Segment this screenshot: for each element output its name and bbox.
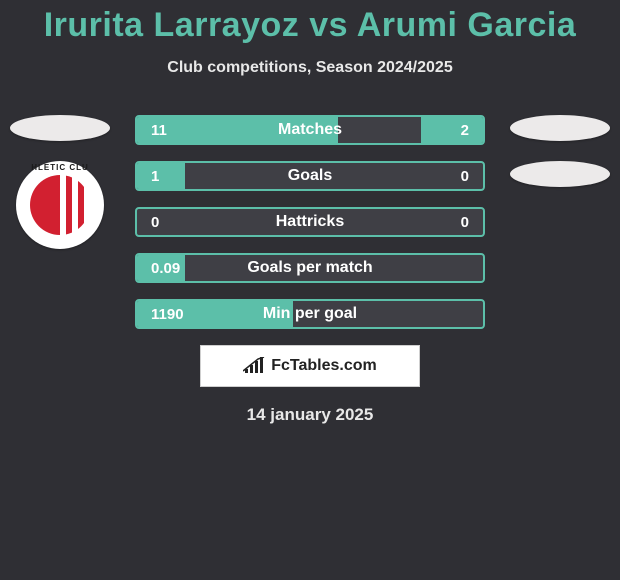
- stats-table: 11Matches21Goals00Hattricks00.09Goals pe…: [135, 115, 485, 329]
- badge-half-white: [60, 175, 90, 235]
- right-column: [510, 115, 610, 207]
- page-title: Irurita Larrayoz vs Arumi Garcia: [0, 0, 620, 45]
- stat-label: Goals per match: [227, 259, 393, 277]
- stat-label: Goals: [227, 167, 393, 185]
- stat-value-left: 11: [137, 122, 227, 139]
- player-photo-placeholder-right-1: [510, 115, 610, 141]
- stat-row: 0.09Goals per match: [135, 253, 485, 283]
- stat-value-right: 2: [393, 122, 483, 139]
- stat-value-left: 0.09: [137, 260, 227, 277]
- badge-stripe-2: [78, 175, 84, 235]
- stat-value-right: 0: [393, 168, 483, 185]
- stat-value-left: 0: [137, 214, 227, 231]
- stat-row: 1Goals0: [135, 161, 485, 191]
- content-area: HLETIC CLU 11Matches21Goals00Hattricks00…: [0, 115, 620, 425]
- badge-arc-text: HLETIC CLU: [16, 163, 104, 172]
- stat-row: 1190Min per goal: [135, 299, 485, 329]
- brand-label: FcTables.com: [271, 357, 377, 375]
- badge-inner: [30, 175, 90, 235]
- brand-box[interactable]: FcTables.com: [200, 345, 420, 387]
- player-photo-placeholder-right-2: [510, 161, 610, 187]
- stat-label: Hattricks: [227, 213, 393, 231]
- brand-chart-icon: [243, 357, 265, 375]
- stat-value-left: 1190: [137, 306, 227, 323]
- stat-row: 0Hattricks0: [135, 207, 485, 237]
- club-badge-left: HLETIC CLU: [16, 161, 104, 249]
- badge-half-red: [30, 175, 60, 235]
- left-column: HLETIC CLU: [10, 115, 110, 249]
- stat-row: 11Matches2: [135, 115, 485, 145]
- player-photo-placeholder-left: [10, 115, 110, 141]
- stat-value-right: 0: [393, 214, 483, 231]
- stat-value-left: 1: [137, 168, 227, 185]
- page-subtitle: Club competitions, Season 2024/2025: [0, 59, 620, 77]
- badge-stripe-1: [66, 175, 72, 235]
- stat-label: Matches: [227, 121, 393, 139]
- date-label: 14 january 2025: [0, 405, 620, 425]
- stat-label: Min per goal: [227, 305, 393, 323]
